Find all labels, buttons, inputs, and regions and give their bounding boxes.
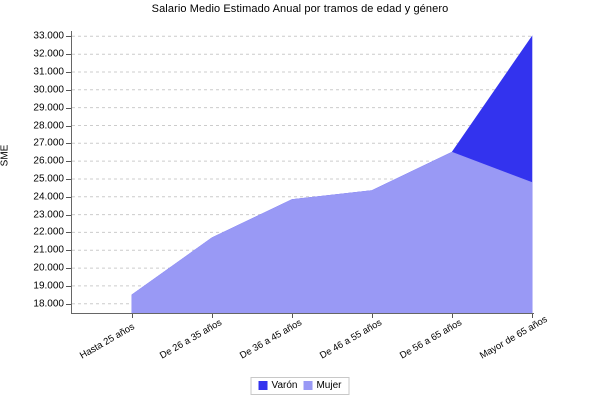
y-tick-mark xyxy=(66,89,71,91)
y-axis-tick-marks xyxy=(0,31,72,313)
y-tick-label: 33.000 xyxy=(33,30,64,42)
y-tick-mark xyxy=(66,196,71,198)
x-tick-label: Mayor de 65 años xyxy=(478,313,550,362)
y-tick-mark xyxy=(66,285,71,287)
y-tick-label: 21.000 xyxy=(33,244,64,256)
y-tick-mark xyxy=(66,214,71,216)
x-tick-mark xyxy=(132,314,133,318)
x-tick-label: Hasta 25 años xyxy=(78,321,137,362)
y-tick-mark xyxy=(66,250,71,252)
y-axis-tick-labels: 18.000 19.000 20.000 21.000 22.000 23.000 24.0… xyxy=(0,31,64,313)
y-tick-mark xyxy=(66,125,71,127)
x-tick-label: De 46 a 55 años xyxy=(318,317,384,362)
x-tick-label: De 56 a 65 años xyxy=(398,317,464,362)
y-tick-mark xyxy=(66,232,71,234)
y-tick-label: 30.000 xyxy=(33,84,64,96)
x-axis-line xyxy=(72,313,534,314)
x-tick-mark xyxy=(372,314,373,318)
y-tick-label: 28.000 xyxy=(33,120,64,131)
x-tick-mark xyxy=(532,314,533,318)
y-tick-label: 31.000 xyxy=(33,66,64,78)
chart-legend: Varón Mujer xyxy=(250,377,350,395)
legend-item[interactable]: Varón xyxy=(258,380,298,391)
y-tick-mark xyxy=(66,72,71,73)
y-tick-label: 26.000 xyxy=(33,155,64,167)
y-tick-label: 23.000 xyxy=(33,209,64,221)
y-axis-line xyxy=(71,31,72,314)
y-tick-label: 32.000 xyxy=(33,48,64,60)
chart-title: Salario Medio Estimado Anual por tramos … xyxy=(151,3,449,15)
y-tick-label: 25.000 xyxy=(33,173,64,185)
y-tick-mark xyxy=(66,36,71,38)
series-areas xyxy=(131,35,533,313)
y-tick-label: 19.000 xyxy=(33,280,64,292)
y-tick-label: 24.000 xyxy=(33,191,64,203)
y-tick-label: 18.000 xyxy=(33,298,64,310)
legend-label: Varón xyxy=(271,380,298,391)
x-tick-mark xyxy=(452,314,453,318)
y-tick-label: 27.000 xyxy=(33,137,64,149)
y-tick-label: 20.000 xyxy=(33,262,64,274)
x-tick-label: De 26 a 35 años xyxy=(158,317,224,362)
y-tick-mark xyxy=(66,107,71,109)
x-tick-mark xyxy=(212,314,213,318)
y-tick-mark xyxy=(66,54,71,56)
y-tick-mark xyxy=(66,143,71,145)
y-tick-label: 22.000 xyxy=(33,226,64,238)
legend-label: Mujer xyxy=(316,380,342,391)
y-tick-mark xyxy=(66,179,71,180)
legend-swatch-icon xyxy=(303,381,313,390)
plot-area xyxy=(72,31,533,313)
y-tick-label: 29.000 xyxy=(33,102,64,114)
y-tick-mark xyxy=(66,303,71,305)
legend-item[interactable]: Mujer xyxy=(303,380,341,391)
y-tick-mark xyxy=(66,161,71,163)
legend-swatch-icon xyxy=(258,381,268,390)
x-tick-mark xyxy=(292,314,293,318)
x-tick-label: De 36 a 45 años xyxy=(238,317,304,362)
y-tick-mark xyxy=(66,268,71,270)
